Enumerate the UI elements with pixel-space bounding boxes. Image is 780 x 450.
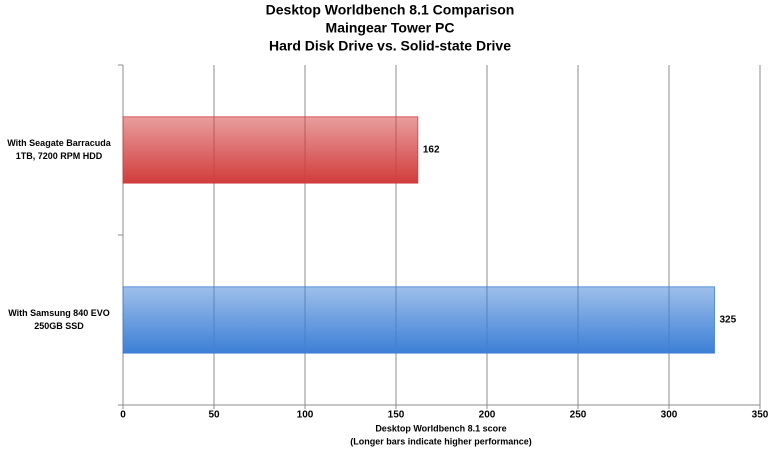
y-tick-label: With Samsung 840 EVO 250GB SSD [8, 308, 110, 331]
x-axis-note: (Longer bars indicate higher performance… [350, 436, 532, 446]
bar [122, 286, 715, 354]
x-tick-label: 0 [120, 410, 126, 421]
chart-title: Desktop Worldbench 8.1 Comparison [266, 2, 515, 18]
value-label: 325 [720, 315, 737, 326]
x-tick-label: 50 [208, 410, 220, 421]
x-tick-label: 300 [661, 410, 678, 421]
chart-subtitle: Hard Disk Drive vs. Solid-state Drive [269, 38, 511, 54]
x-tick-label: 200 [479, 410, 496, 421]
x-tick-label: 250 [570, 410, 587, 421]
x-tick-label: 350 [752, 410, 769, 421]
bar [122, 116, 419, 184]
x-axis-label: Desktop Worldbench 8.1 score [375, 423, 506, 433]
x-tick-label: 150 [388, 410, 405, 421]
x-tick-label: 100 [297, 410, 314, 421]
y-tick-label: With Seagate Barracuda 1TB, 7200 RPM HDD [7, 138, 111, 161]
value-label: 162 [423, 145, 440, 156]
chart-subtitle: Maingear Tower PC [326, 20, 455, 36]
